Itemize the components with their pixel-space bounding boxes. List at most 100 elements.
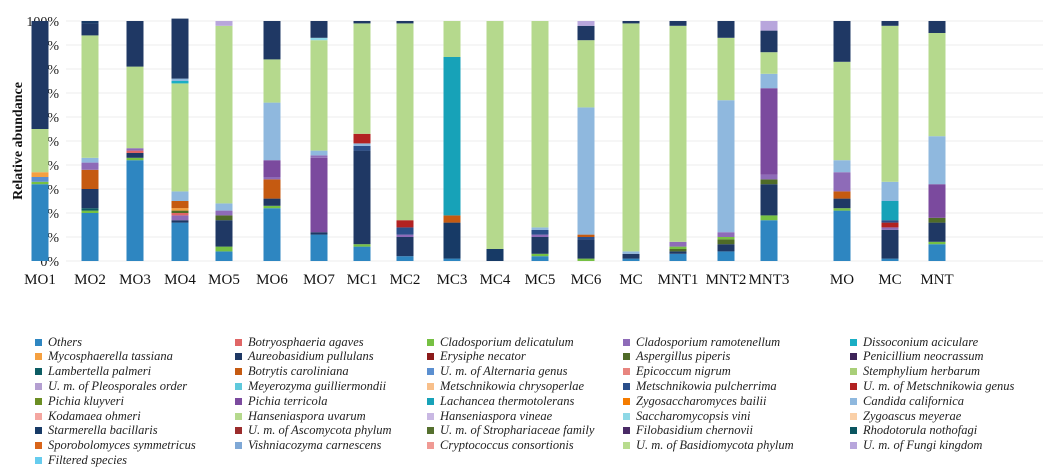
bar-segment <box>264 179 281 198</box>
legend-swatch <box>427 413 434 420</box>
bar-segment <box>32 21 49 129</box>
legend-swatch <box>35 398 42 405</box>
bar-MO5 <box>216 21 233 261</box>
bar-segment <box>718 100 735 232</box>
x-tick-label: MC2 <box>390 272 421 288</box>
legend-item: Metschnikowia pulcherrima <box>623 379 777 393</box>
bar-segment <box>216 215 233 220</box>
legend-item: Aureobasidium pullulans <box>235 350 374 364</box>
bar-segment <box>761 175 778 180</box>
bar-segment <box>127 158 144 160</box>
x-tick-label: MC6 <box>571 272 602 288</box>
bar-segment <box>311 158 328 232</box>
bar-segment <box>761 215 778 220</box>
legend-item: Erysiphe necator <box>427 350 526 364</box>
bar-MNT3 <box>761 21 778 261</box>
legend-item: Pichia kluyveri <box>35 394 124 408</box>
bar-segment <box>882 220 899 222</box>
legend-swatch <box>427 339 434 346</box>
legend-label: Vishniacozyma carnescens <box>248 438 381 453</box>
bar-segment <box>32 172 49 177</box>
bar-segment <box>532 227 549 229</box>
bar-segment <box>834 172 851 191</box>
bar-segment <box>264 177 281 179</box>
legend-label: U. m. of Metschnikowia genus <box>863 379 1014 394</box>
legend-item: U. m. of Ascomycota phylum <box>235 424 392 438</box>
bar-segment <box>397 227 414 234</box>
bar-segment <box>718 251 735 261</box>
legend-swatch <box>235 383 242 390</box>
bar-segment <box>929 21 946 33</box>
legend-label: Pichia terricola <box>248 394 328 409</box>
bar-segment <box>578 235 595 237</box>
bar-segment <box>578 107 595 234</box>
legend-label: Lambertella palmeri <box>48 364 151 379</box>
bar-segment <box>532 254 549 256</box>
bar-MO6 <box>264 21 281 261</box>
bar-segment <box>172 208 189 210</box>
legend-item: Metschnikowia chrysoperlae <box>427 379 584 393</box>
legend-swatch <box>850 413 857 420</box>
bar-segment <box>623 251 640 253</box>
legend-label: Dissoconium aciculare <box>863 335 978 350</box>
legend-swatch <box>427 353 434 360</box>
bar-MO7 <box>311 21 328 261</box>
legend-swatch <box>850 339 857 346</box>
bar-segment <box>444 223 461 259</box>
legend-label: Filtered species <box>48 453 127 468</box>
bar-segment <box>929 242 946 244</box>
bar-segment <box>623 21 640 23</box>
legend-label: Botrytis caroliniana <box>248 364 349 379</box>
legend-label: Aspergillus piperis <box>636 349 730 364</box>
bar-MC2 <box>397 21 414 261</box>
bar-segment <box>311 155 328 157</box>
legend-swatch <box>35 383 42 390</box>
bar-segment <box>264 206 281 208</box>
bar-segment <box>578 40 595 107</box>
bar-segment <box>127 67 144 149</box>
bar-segment <box>397 23 414 220</box>
bar-segment <box>444 259 461 261</box>
bar-segment <box>82 23 99 35</box>
bar-segment <box>172 201 189 208</box>
bar-segment <box>264 199 281 206</box>
legend-label: Penicillium neocrassum <box>863 349 983 364</box>
x-tick-label: MC4 <box>480 272 511 288</box>
legend-item: Lachancea thermotolerans <box>427 394 574 408</box>
bar-segment <box>397 21 414 23</box>
bar-segment <box>127 21 144 67</box>
bar-segment <box>578 26 595 40</box>
legend-swatch <box>427 427 434 434</box>
bar-MC4 <box>487 21 504 261</box>
bar-segment <box>311 151 328 156</box>
legend-item: U. m. of Alternaria genus <box>427 365 568 379</box>
legend-swatch <box>623 442 630 449</box>
bar-segment <box>216 220 233 246</box>
legend-label: Aureobasidium pullulans <box>248 349 374 364</box>
bar-segment <box>172 213 189 215</box>
legend-label: Metschnikowia pulcherrima <box>636 379 777 394</box>
bar-segment <box>718 244 735 251</box>
bar-segment <box>882 26 899 182</box>
bar-segment <box>82 189 99 208</box>
bar-MC <box>882 21 899 261</box>
legend-label: Meyerozyma guilliermondii <box>248 379 386 394</box>
legend-item: Filtered species <box>35 453 127 467</box>
legend-item: U. m. of Pleosporales order <box>35 379 187 393</box>
bar-segment <box>82 158 99 163</box>
legend-label: U. m. of Alternaria genus <box>440 364 568 379</box>
bar-segment <box>834 191 851 198</box>
legend-swatch <box>35 368 42 375</box>
legend-item: Zygoascus meyerae <box>850 409 961 423</box>
legend-label: Sporobolomyces symmetricus <box>48 438 196 453</box>
bar-segment <box>172 79 189 81</box>
bar-MC6 <box>578 21 595 261</box>
legend-label: U. m. of Basidiomycota phylum <box>636 438 794 453</box>
legend-label: Hanseniaspora uvarum <box>248 409 366 424</box>
legend-item: Filobasidium chernovii <box>623 424 753 438</box>
bar-segment <box>311 38 328 40</box>
x-tick-label: MO1 <box>24 272 56 288</box>
legend-item: Vishniacozyma carnescens <box>235 439 381 453</box>
bar-segment <box>834 21 851 62</box>
bar-segment <box>82 211 99 213</box>
